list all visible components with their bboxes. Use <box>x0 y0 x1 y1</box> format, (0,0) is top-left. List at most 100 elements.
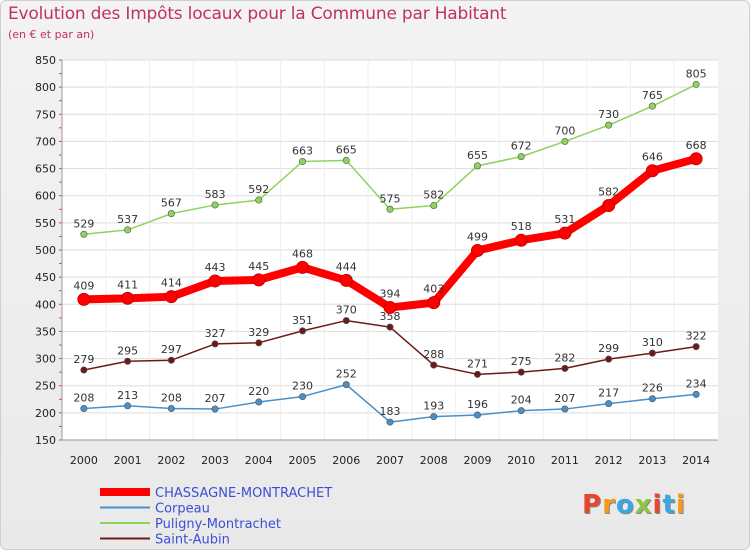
x-tick-label: 2000 <box>70 454 98 467</box>
data-point <box>386 418 394 426</box>
data-point <box>470 244 484 258</box>
data-point <box>124 226 132 234</box>
x-tick-label: 2011 <box>551 454 579 467</box>
data-label: 196 <box>467 398 488 411</box>
data-point <box>211 340 219 348</box>
data-label: 322 <box>686 330 707 343</box>
data-point <box>299 158 307 166</box>
logo-letter: i <box>652 490 663 520</box>
data-point <box>473 162 481 170</box>
data-point <box>645 164 659 178</box>
data-point <box>561 137 569 145</box>
data-point <box>517 407 525 415</box>
data-point <box>605 121 613 129</box>
data-label: 700 <box>554 124 575 137</box>
data-point <box>208 274 222 288</box>
data-point <box>386 205 394 213</box>
data-point <box>514 233 528 247</box>
data-point <box>342 156 350 164</box>
data-label: 271 <box>467 357 488 370</box>
logo-letter: x <box>634 490 653 520</box>
x-tick-label: 2004 <box>245 454 273 467</box>
data-label: 358 <box>380 310 401 323</box>
data-label: 370 <box>336 304 357 317</box>
data-label: 445 <box>248 260 269 273</box>
y-tick-label: 750 <box>35 108 56 121</box>
data-label: 297 <box>161 343 182 356</box>
data-label: 208 <box>161 392 182 405</box>
y-tick-label: 350 <box>35 325 56 338</box>
data-point <box>561 405 569 413</box>
x-tick-label: 2001 <box>114 454 142 467</box>
data-point <box>430 361 438 369</box>
data-point <box>473 411 481 419</box>
y-tick-label: 550 <box>35 217 56 230</box>
data-point <box>648 395 656 403</box>
data-point <box>211 201 219 209</box>
data-point <box>80 230 88 238</box>
data-point <box>167 210 175 218</box>
data-point <box>689 152 703 166</box>
y-tick-label: 250 <box>35 380 56 393</box>
data-label: 208 <box>73 392 94 405</box>
data-label: 531 <box>554 213 575 226</box>
y-tick-label: 450 <box>35 271 56 284</box>
x-tick-label: 2008 <box>420 454 448 467</box>
data-label: 730 <box>598 108 619 121</box>
data-point <box>211 405 219 413</box>
x-tick-label: 2006 <box>332 454 360 467</box>
data-label: 805 <box>686 67 707 80</box>
y-tick-label: 500 <box>35 244 56 257</box>
data-label: 567 <box>161 197 182 210</box>
data-point <box>427 296 441 310</box>
data-label: 299 <box>598 342 619 355</box>
x-tick-label: 2003 <box>201 454 229 467</box>
legend-label: Corpeau <box>155 502 210 517</box>
chart-subtitle: (en € et par an) <box>8 28 95 41</box>
data-label: 582 <box>598 185 619 198</box>
data-point <box>342 317 350 325</box>
y-tick-label: 400 <box>35 298 56 311</box>
y-tick-label: 700 <box>35 135 56 148</box>
chart-title: Evolution des Impôts locaux pour la Comm… <box>8 4 507 24</box>
data-label: 409 <box>73 279 94 292</box>
data-point <box>648 349 656 357</box>
logo-letter: o <box>615 490 635 520</box>
data-point <box>77 292 91 306</box>
data-label: 230 <box>292 380 313 393</box>
y-tick-label: 800 <box>35 81 56 94</box>
data-point <box>692 390 700 398</box>
data-point <box>517 368 525 376</box>
y-tick-label: 300 <box>35 353 56 366</box>
data-point <box>121 291 135 305</box>
data-label: 275 <box>511 355 532 368</box>
data-label: 217 <box>598 387 619 400</box>
data-label: 220 <box>248 385 269 398</box>
data-label: 252 <box>336 368 357 381</box>
data-label: 443 <box>205 261 226 274</box>
data-label: 655 <box>467 149 488 162</box>
data-label: 575 <box>380 192 401 205</box>
data-label: 663 <box>292 145 313 158</box>
data-point <box>299 327 307 335</box>
logo-letter: i <box>675 490 686 520</box>
data-point <box>602 198 616 212</box>
x-tick-label: 2009 <box>463 454 491 467</box>
data-label: 279 <box>73 353 94 366</box>
data-label: 499 <box>467 231 488 244</box>
data-label: 327 <box>205 327 226 340</box>
data-label: 592 <box>248 183 269 196</box>
data-label: 411 <box>117 278 138 291</box>
data-point <box>430 413 438 421</box>
x-tick-label: 2002 <box>157 454 185 467</box>
data-label: 207 <box>554 392 575 405</box>
data-point <box>124 357 132 365</box>
data-label: 518 <box>511 220 532 233</box>
data-point <box>255 398 263 406</box>
legend-label: Puligny-Montrachet <box>155 517 281 532</box>
y-tick-label: 650 <box>35 163 56 176</box>
y-tick-label: 150 <box>35 434 56 447</box>
data-label: 295 <box>117 344 138 357</box>
x-tick-label: 2012 <box>595 454 623 467</box>
y-tick-label: 850 <box>35 54 56 67</box>
